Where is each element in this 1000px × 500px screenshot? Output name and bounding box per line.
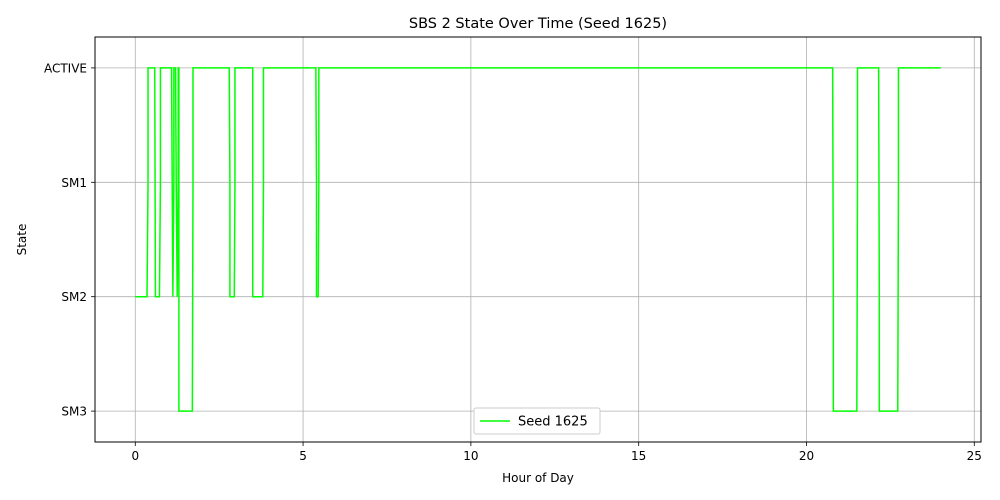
y-tick-label: SM2 bbox=[61, 290, 87, 304]
y-tick-label: SM1 bbox=[61, 176, 87, 190]
x-tick-label: 25 bbox=[967, 449, 982, 463]
axis-ticks: 0 5 10 15 20 25 SM3 SM2 SM1 ACTIVE bbox=[44, 61, 982, 463]
y-tick-label: SM3 bbox=[61, 405, 87, 419]
legend-label: Seed 1625 bbox=[518, 415, 588, 430]
x-tick-label: 15 bbox=[631, 449, 646, 463]
y-tick-label: ACTIVE bbox=[44, 61, 87, 75]
legend: Seed 1625 bbox=[473, 407, 601, 435]
x-tick-label: 0 bbox=[131, 449, 139, 463]
x-tick-label: 20 bbox=[799, 449, 814, 463]
x-axis-label: Hour of Day bbox=[502, 471, 574, 485]
chart-title: SBS 2 State Over Time (Seed 1625) bbox=[409, 16, 667, 32]
series-line bbox=[135, 67, 941, 412]
y-axis-label: State bbox=[15, 224, 29, 256]
x-tick-label: 5 bbox=[299, 449, 307, 463]
series-lines bbox=[135, 67, 941, 412]
legend-box bbox=[473, 407, 601, 435]
plot-frame bbox=[94, 36, 982, 443]
x-tick-label: 10 bbox=[463, 449, 478, 463]
